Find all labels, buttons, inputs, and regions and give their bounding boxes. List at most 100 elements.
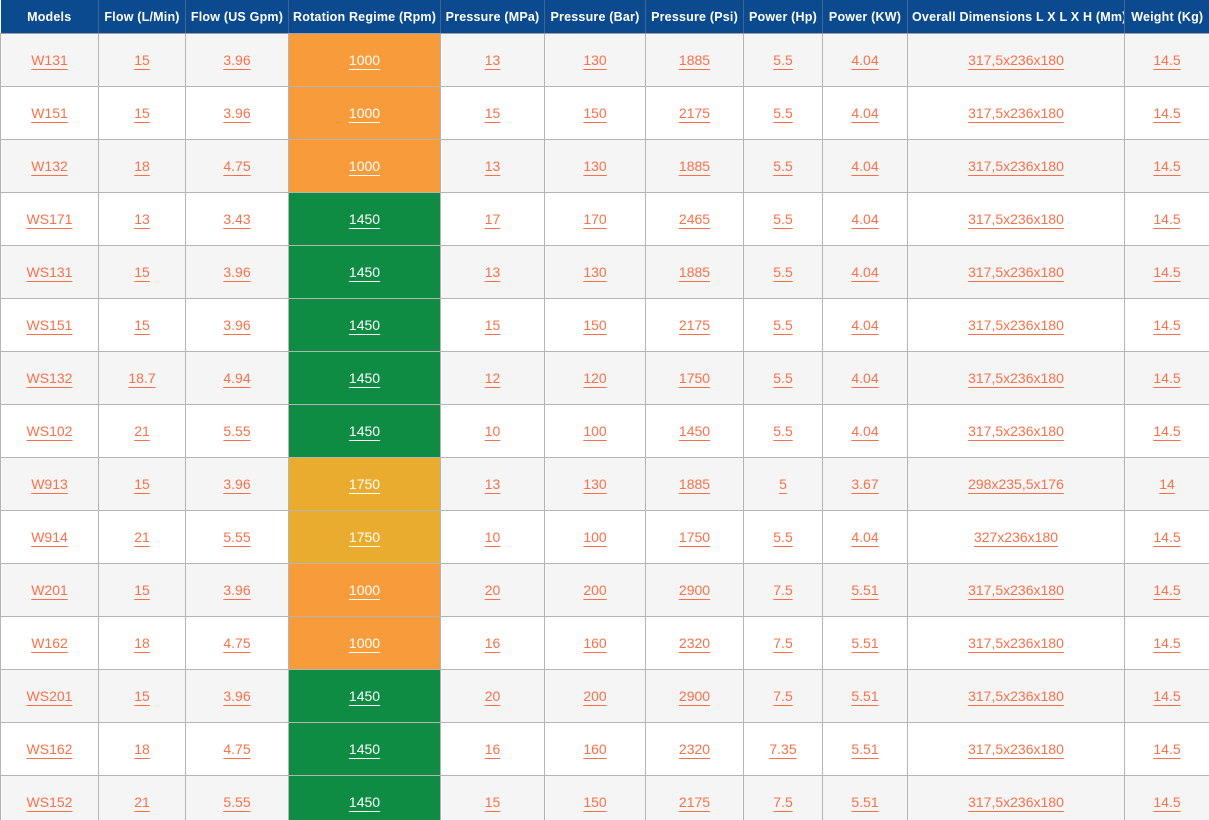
spec-value-link[interactable]: 5.51 [851,635,879,651]
spec-value-link[interactable]: 13 [484,264,501,280]
spec-value-link[interactable]: 4.94 [223,370,251,386]
spec-value-link[interactable]: 14.5 [1153,370,1181,386]
spec-value-link[interactable]: 13 [484,52,501,68]
spec-value-link[interactable]: 10 [484,529,501,545]
spec-value-link[interactable]: 1885 [678,52,711,68]
spec-value-link[interactable]: 317,5x236x180 [968,370,1064,386]
spec-value-link[interactable]: 298x235,5x176 [968,476,1064,492]
spec-value-link[interactable]: 2175 [678,317,711,333]
spec-value-link[interactable]: 14.5 [1153,211,1181,227]
spec-value-link[interactable]: 20 [484,582,501,598]
spec-value-link[interactable]: 20 [484,688,501,704]
spec-value-link[interactable]: 5 [779,476,787,492]
rotation-value-link[interactable]: 1450 [348,688,381,704]
rotation-value-link[interactable]: 1000 [348,582,381,598]
spec-value-link[interactable]: 3.96 [223,52,251,68]
spec-value-link[interactable]: 21 [134,794,150,810]
spec-value-link[interactable]: 2465 [678,211,711,227]
spec-value-link[interactable]: 317,5x236x180 [968,52,1064,68]
spec-value-link[interactable]: 7.5 [773,582,793,598]
rotation-value-link[interactable]: 1450 [348,741,381,757]
spec-value-link[interactable]: 5.5 [773,529,793,545]
spec-value-link[interactable]: 317,5x236x180 [968,317,1064,333]
spec-value-link[interactable]: 18 [134,741,150,757]
rotation-value-link[interactable]: 1450 [348,423,381,439]
spec-value-link[interactable]: 200 [583,688,607,704]
spec-value-link[interactable]: 317,5x236x180 [968,211,1064,227]
spec-value-link[interactable]: 18.7 [128,370,156,386]
spec-value-link[interactable]: 7.5 [773,688,793,704]
spec-value-link[interactable]: 317,5x236x180 [968,582,1064,598]
rotation-value-link[interactable]: 1000 [348,635,381,651]
spec-value-link[interactable]: 5.51 [851,688,879,704]
spec-value-link[interactable]: 2900 [678,688,711,704]
spec-value-link[interactable]: 13 [134,211,150,227]
spec-value-link[interactable]: 5.51 [851,794,879,810]
spec-value-link[interactable]: 5.5 [773,105,793,121]
spec-value-link[interactable]: 317,5x236x180 [968,688,1064,704]
spec-value-link[interactable]: 4.75 [223,741,251,757]
spec-value-link[interactable]: 2175 [678,794,711,810]
rotation-value-link[interactable]: 1750 [348,476,381,492]
spec-value-link[interactable]: 3.96 [223,317,251,333]
spec-value-link[interactable]: 16 [484,635,501,651]
rotation-value-link[interactable]: 1450 [348,794,381,810]
spec-value-link[interactable]: 15 [134,52,150,68]
spec-value-link[interactable]: 5.51 [851,741,879,757]
spec-value-link[interactable]: 5.5 [773,158,793,174]
spec-value-link[interactable]: 3.96 [223,105,251,121]
model-link[interactable]: WS201 [26,688,73,704]
spec-value-link[interactable]: 4.04 [851,105,879,121]
spec-value-link[interactable]: 15 [134,317,150,333]
spec-value-link[interactable]: 4.04 [851,317,879,333]
rotation-value-link[interactable]: 1450 [348,370,381,386]
spec-value-link[interactable]: 14.5 [1153,264,1181,280]
spec-value-link[interactable]: 7.5 [773,794,793,810]
spec-value-link[interactable]: 150 [583,105,607,121]
spec-value-link[interactable]: 5.55 [223,794,251,810]
spec-value-link[interactable]: 14.5 [1153,52,1181,68]
spec-value-link[interactable]: 14.5 [1153,582,1181,598]
rotation-value-link[interactable]: 1000 [348,105,381,121]
model-link[interactable]: WS152 [26,794,73,810]
spec-value-link[interactable]: 14.5 [1153,317,1181,333]
spec-value-link[interactable]: 120 [583,370,607,386]
rotation-value-link[interactable]: 1750 [348,529,381,545]
spec-value-link[interactable]: 170 [583,211,607,227]
spec-value-link[interactable]: 5.55 [223,423,251,439]
spec-value-link[interactable]: 21 [134,423,150,439]
spec-value-link[interactable]: 5.5 [773,52,793,68]
spec-value-link[interactable]: 3.67 [851,476,879,492]
spec-value-link[interactable]: 17 [484,211,501,227]
spec-value-link[interactable]: 4.04 [851,264,879,280]
model-link[interactable]: WS131 [26,264,73,280]
model-link[interactable]: WS151 [26,317,73,333]
spec-value-link[interactable]: 14.5 [1153,688,1181,704]
spec-value-link[interactable]: 14.5 [1153,741,1181,757]
spec-value-link[interactable]: 4.04 [851,529,879,545]
spec-value-link[interactable]: 317,5x236x180 [968,158,1064,174]
spec-value-link[interactable]: 15 [134,105,150,121]
spec-value-link[interactable]: 13 [484,476,501,492]
model-link[interactable]: WS162 [26,741,73,757]
model-link[interactable]: W162 [31,635,68,651]
spec-value-link[interactable]: 1750 [678,529,711,545]
spec-value-link[interactable]: 2320 [678,741,711,757]
spec-value-link[interactable]: 317,5x236x180 [968,635,1064,651]
rotation-value-link[interactable]: 1000 [348,52,381,68]
spec-value-link[interactable]: 18 [134,158,150,174]
spec-value-link[interactable]: 15 [484,317,501,333]
spec-value-link[interactable]: 317,5x236x180 [968,105,1064,121]
spec-value-link[interactable]: 14.5 [1153,529,1181,545]
spec-value-link[interactable]: 130 [583,158,607,174]
model-link[interactable]: WS102 [26,423,73,439]
spec-value-link[interactable]: 317,5x236x180 [968,423,1064,439]
rotation-value-link[interactable]: 1450 [348,317,381,333]
spec-value-link[interactable]: 3.43 [223,211,251,227]
spec-value-link[interactable]: 160 [583,741,607,757]
spec-value-link[interactable]: 15 [484,105,501,121]
spec-value-link[interactable]: 16 [484,741,501,757]
spec-value-link[interactable]: 14 [1159,476,1175,492]
spec-value-link[interactable]: 7.5 [773,635,793,651]
spec-value-link[interactable]: 18 [134,635,150,651]
